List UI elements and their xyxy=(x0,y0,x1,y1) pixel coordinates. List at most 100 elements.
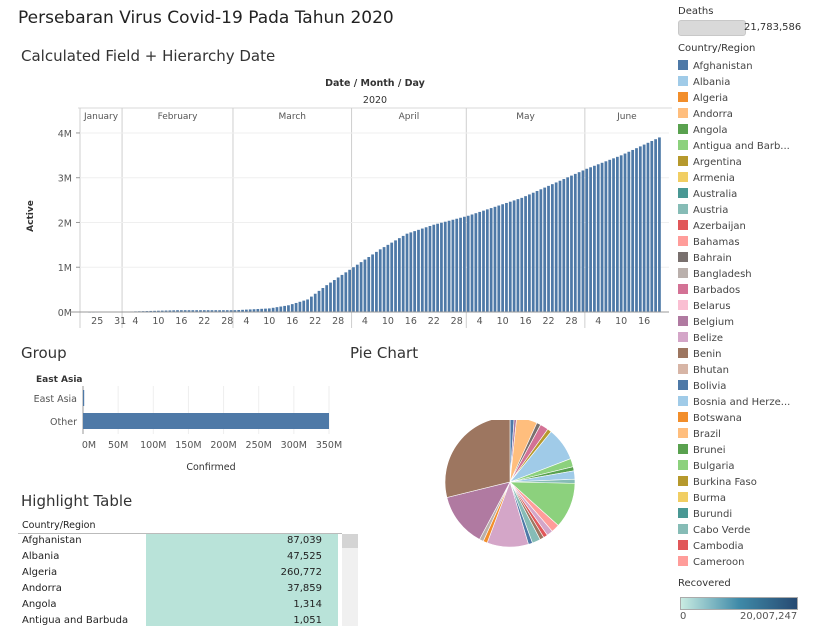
active-bar[interactable] xyxy=(547,185,550,312)
active-bar[interactable] xyxy=(543,187,547,312)
table-scroll-track[interactable] xyxy=(342,534,358,626)
legend-item[interactable]: Azerbaijan xyxy=(678,220,746,234)
active-bar[interactable] xyxy=(566,177,570,312)
active-bar[interactable] xyxy=(558,180,562,312)
active-bar[interactable] xyxy=(160,310,164,312)
active-bar[interactable] xyxy=(153,310,156,312)
legend-item[interactable]: Albania xyxy=(678,76,730,90)
active-bar[interactable] xyxy=(168,310,172,312)
pie-slice[interactable] xyxy=(444,420,511,498)
active-bar[interactable] xyxy=(218,310,221,312)
active-bar[interactable] xyxy=(508,201,512,312)
active-bar[interactable] xyxy=(352,267,355,312)
active-bar[interactable] xyxy=(275,307,279,312)
active-bar[interactable] xyxy=(202,310,206,312)
legend-item[interactable]: Bosnia and Herze... xyxy=(678,396,790,410)
active-bar[interactable] xyxy=(279,306,283,312)
active-bar[interactable] xyxy=(359,262,363,312)
deaths-slider[interactable] xyxy=(678,20,746,36)
legend-item[interactable]: Brunei xyxy=(678,444,726,458)
active-bar[interactable] xyxy=(642,144,646,312)
active-bar[interactable] xyxy=(355,264,359,312)
active-bar[interactable] xyxy=(478,211,482,312)
legend-item[interactable]: Bahrain xyxy=(678,252,732,266)
active-bar[interactable] xyxy=(554,182,558,312)
active-bar[interactable] xyxy=(344,272,348,312)
active-bar[interactable] xyxy=(470,214,474,312)
table-scroll-thumb[interactable] xyxy=(342,534,358,548)
table-row[interactable]: Angola 1,314 xyxy=(18,598,342,614)
active-bar[interactable] xyxy=(485,209,489,312)
legend-item[interactable]: Cabo Verde xyxy=(678,524,750,538)
active-bar[interactable] xyxy=(267,308,271,312)
active-bar[interactable] xyxy=(516,199,520,312)
active-bar[interactable] xyxy=(493,206,497,312)
active-bar[interactable] xyxy=(531,192,535,312)
active-bar[interactable] xyxy=(409,232,413,312)
table-row[interactable]: Antigua and Barbuda 1,051 xyxy=(18,614,342,626)
pie-chart[interactable] xyxy=(430,420,590,580)
active-bar[interactable] xyxy=(447,220,451,312)
active-bar[interactable] xyxy=(401,235,405,312)
table-row[interactable]: Andorra 37,859 xyxy=(18,582,342,598)
legend-item[interactable]: Burma xyxy=(678,492,726,506)
active-bar[interactable] xyxy=(489,208,493,312)
active-bar[interactable] xyxy=(378,249,382,312)
active-bar[interactable] xyxy=(459,217,462,312)
legend-item[interactable]: Antigua and Barb... xyxy=(678,140,790,154)
legend-item[interactable]: Bangladesh xyxy=(678,268,752,282)
active-bar[interactable] xyxy=(550,184,554,312)
active-bar[interactable] xyxy=(210,310,214,312)
group-bar[interactable] xyxy=(83,390,85,406)
active-bar[interactable] xyxy=(325,285,329,312)
legend-item[interactable]: Andorra xyxy=(678,108,733,122)
legend-item[interactable]: Argentina xyxy=(678,156,742,170)
active-bar[interactable] xyxy=(371,254,374,312)
group-bar[interactable] xyxy=(83,413,329,429)
active-bar[interactable] xyxy=(241,309,244,312)
legend-item[interactable]: Burkina Faso xyxy=(678,476,757,490)
active-bar[interactable] xyxy=(394,240,397,312)
timeline-chart[interactable]: Date / Month / Day 2020 January February M… xyxy=(0,70,672,332)
active-bar[interactable] xyxy=(608,159,612,312)
active-bar[interactable] xyxy=(524,196,527,312)
active-bar[interactable] xyxy=(440,222,443,312)
active-bar[interactable] xyxy=(222,310,225,312)
active-bar[interactable] xyxy=(512,200,516,312)
legend-item[interactable]: Cambodia xyxy=(678,540,744,554)
legend-item[interactable]: Botswana xyxy=(678,412,742,426)
active-bar[interactable] xyxy=(417,229,420,312)
active-bar[interactable] xyxy=(420,228,424,312)
active-bar[interactable] xyxy=(157,310,160,312)
active-bar[interactable] xyxy=(321,288,325,312)
active-bar[interactable] xyxy=(604,161,608,312)
legend-item[interactable]: Belarus xyxy=(678,300,731,314)
active-bar[interactable] xyxy=(535,191,539,312)
active-bar[interactable] xyxy=(287,305,290,312)
group-bars[interactable] xyxy=(83,390,329,429)
active-bar[interactable] xyxy=(570,175,573,312)
active-bar[interactable] xyxy=(256,309,260,312)
active-bar[interactable] xyxy=(573,173,577,312)
pie-slice[interactable] xyxy=(446,481,511,540)
active-bar[interactable] xyxy=(424,227,428,312)
active-bar[interactable] xyxy=(298,301,302,312)
active-bar[interactable] xyxy=(271,307,275,312)
active-bar[interactable] xyxy=(627,151,631,312)
active-bar[interactable] xyxy=(577,172,581,312)
active-bar[interactable] xyxy=(455,218,459,312)
active-bar[interactable] xyxy=(187,310,191,312)
active-bar[interactable] xyxy=(252,309,256,312)
legend-item[interactable]: Algeria xyxy=(678,92,728,106)
active-bar[interactable] xyxy=(294,302,298,312)
active-bar[interactable] xyxy=(451,219,455,312)
active-bar[interactable] xyxy=(149,310,153,312)
active-bar[interactable] xyxy=(612,158,615,312)
active-bar[interactable] xyxy=(306,299,309,312)
active-bar[interactable] xyxy=(397,238,401,312)
active-bar[interactable] xyxy=(520,197,524,312)
active-bar[interactable] xyxy=(382,247,386,312)
active-bar[interactable] xyxy=(443,221,447,312)
active-bar[interactable] xyxy=(336,277,340,312)
legend-item[interactable]: Barbados xyxy=(678,284,740,298)
